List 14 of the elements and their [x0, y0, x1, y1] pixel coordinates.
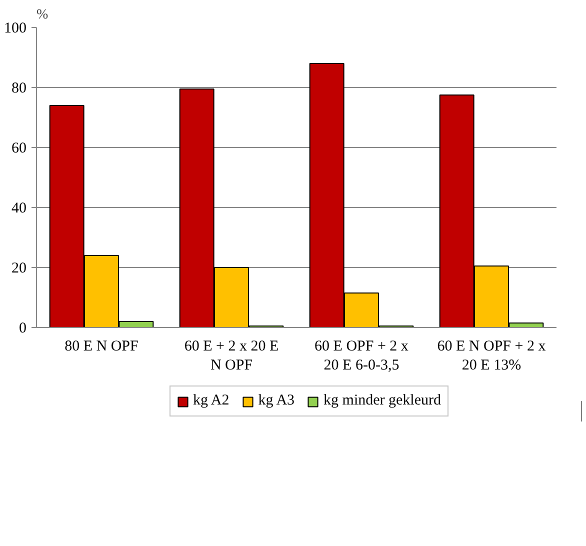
x-tick-label: 80 E N OPF: [64, 338, 138, 354]
legend-label: kg minder gekleurd: [324, 392, 441, 410]
y-tick-label: 100: [4, 20, 26, 36]
y-tick-label: 20: [12, 260, 26, 276]
legend-label: kg A3: [258, 392, 295, 410]
y-tick-label: 80: [12, 80, 26, 96]
y-tick-label: 60: [12, 140, 26, 156]
y-tick-label: 0: [19, 320, 26, 336]
x-tick-label: 60 E + 2 x 20 E N OPF: [184, 338, 279, 374]
y-axis-title: %: [36, 8, 48, 22]
y-tick-label: 40: [12, 200, 26, 216]
legend-label: kg A2: [193, 392, 230, 410]
x-tick-label: 60 E OPF + 2 x 20 E 6-0-3,5: [314, 338, 409, 374]
x-tick-label: 60 E N OPF + 2 x 20 E 13%: [437, 338, 546, 374]
